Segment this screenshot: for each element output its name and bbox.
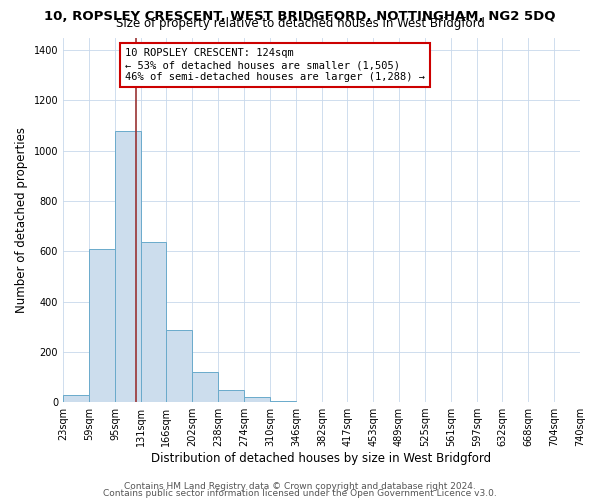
Bar xyxy=(115,130,141,402)
Bar xyxy=(63,394,89,402)
Text: 10, ROPSLEY CRESCENT, WEST BRIDGFORD, NOTTINGHAM, NG2 5DQ: 10, ROPSLEY CRESCENT, WEST BRIDGFORD, NO… xyxy=(44,10,556,23)
Bar xyxy=(89,248,115,402)
Bar xyxy=(141,242,166,402)
Text: Contains HM Land Registry data © Crown copyright and database right 2024.: Contains HM Land Registry data © Crown c… xyxy=(124,482,476,491)
X-axis label: Distribution of detached houses by size in West Bridgford: Distribution of detached houses by size … xyxy=(151,452,491,465)
Text: 10 ROPSLEY CRESCENT: 124sqm
← 53% of detached houses are smaller (1,505)
46% of : 10 ROPSLEY CRESCENT: 124sqm ← 53% of det… xyxy=(125,48,425,82)
Text: Size of property relative to detached houses in West Bridgford: Size of property relative to detached ho… xyxy=(116,18,484,30)
Bar xyxy=(244,397,270,402)
Bar xyxy=(192,372,218,402)
Bar xyxy=(218,390,244,402)
Bar xyxy=(270,401,296,402)
Text: Contains public sector information licensed under the Open Government Licence v3: Contains public sector information licen… xyxy=(103,489,497,498)
Y-axis label: Number of detached properties: Number of detached properties xyxy=(15,127,28,313)
Bar xyxy=(166,330,192,402)
